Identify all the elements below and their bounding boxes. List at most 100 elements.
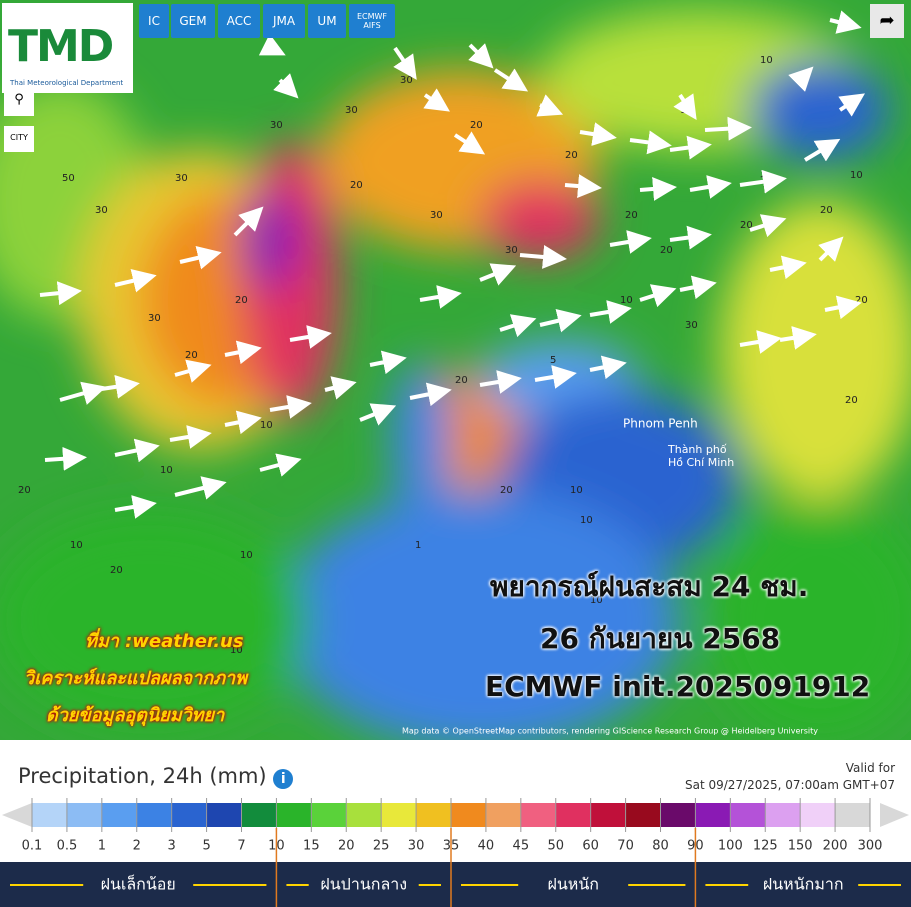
model-button[interactable]: JMA [263, 4, 305, 38]
legend-tick-label: 50 [547, 839, 564, 854]
overlay-title: พยากรณ์ฝนสะสม 24 ชม. [490, 570, 809, 603]
wind-arrow [589, 355, 627, 380]
legend-swatch [66, 803, 103, 827]
wind-arrow [749, 214, 787, 238]
wind-arrow [114, 438, 160, 463]
legend-swatch [416, 803, 452, 827]
legend-swatch [835, 803, 871, 827]
overlay-init: ECMWF init.2025091912 [485, 670, 871, 703]
map-value-label: 5 [550, 355, 556, 366]
model-button[interactable]: ECMWF AIFS [349, 4, 395, 38]
legend-tick-label: 80 [652, 839, 669, 854]
legend-tick-label: 200 [823, 839, 848, 854]
wind-arrow [818, 236, 844, 262]
legend-swatch [206, 803, 242, 827]
model-button[interactable]: UM [308, 4, 346, 38]
wind-arrow [803, 138, 841, 162]
wind-arrow [536, 94, 564, 117]
wind-arrow [114, 495, 157, 519]
wind-arrow [779, 326, 817, 350]
legend-swatch [171, 803, 208, 827]
place-label: Hồ Chí Minh [668, 456, 734, 469]
map-value-label: 20 [455, 375, 468, 386]
map-value-label: 20 [625, 210, 638, 221]
legend-tick-label: 3 [168, 839, 176, 854]
legend-tick-label: 0.1 [22, 839, 43, 854]
legend-swatch [625, 803, 661, 827]
logo-text: TMD [8, 21, 114, 72]
wind-arrow [609, 230, 652, 254]
wind-arrow [273, 73, 299, 99]
category-strip [0, 862, 911, 907]
wind-arrow [679, 275, 717, 300]
share-button[interactable]: ➦ [870, 4, 904, 38]
logo: TMD Thai Meteorological Department [2, 3, 133, 93]
wind-arrow [479, 370, 522, 394]
map-value-label: 20 [110, 565, 123, 576]
wind-arrow [829, 10, 862, 34]
legend-arrow [880, 803, 909, 827]
map-value-label: 20 [235, 295, 248, 306]
wind-arrow [269, 395, 312, 419]
map-value-label: 30 [505, 245, 518, 256]
zoom-button[interactable]: ⚲ [4, 92, 34, 116]
info-icon[interactable]: i [273, 769, 294, 789]
legend-tick-label: 40 [478, 839, 495, 854]
map-value-label: 20 [740, 220, 753, 231]
map-value-label: 20 [470, 120, 483, 131]
source-note: วิเคราะห์และแปลผลจากภาพ [24, 668, 247, 689]
legend-tick-label: 7 [237, 839, 245, 854]
place-label: Thành phố [667, 443, 727, 456]
wind-arrow [519, 245, 567, 269]
valid-time: Sat 09/27/2025, 07:00am GMT+07 [684, 778, 895, 792]
wind-arrow [44, 446, 87, 471]
valid-for: Valid for [845, 761, 895, 775]
map-value-label: 10 [620, 295, 633, 306]
wind-arrow [94, 374, 140, 399]
wind-arrow [479, 263, 517, 286]
wind-arrow [59, 381, 107, 405]
legend-swatch [136, 803, 173, 827]
legend-swatch [32, 803, 68, 827]
map-value-label: 10 [760, 55, 773, 66]
map-value-label: 30 [270, 120, 283, 131]
model-button[interactable]: GEM [171, 4, 215, 38]
wind-arrow [169, 425, 212, 449]
map-value-label: 20 [500, 485, 513, 496]
map-value-label: 30 [345, 105, 358, 116]
wind-arrow [453, 131, 486, 155]
map-value-label: 20 [845, 395, 858, 406]
legend-swatch [555, 803, 592, 827]
wind-arrow [179, 246, 222, 270]
model-button-line: AIFS [363, 21, 381, 30]
map-value-label: 20 [820, 205, 833, 216]
map-value-label: 10 [230, 645, 243, 656]
legend-swatch [800, 803, 836, 827]
overlay-date: 26 กันยายน 2568 [540, 622, 781, 655]
model-button[interactable]: ACC [218, 4, 260, 38]
legend-swatch [451, 803, 487, 827]
map-value-label: 20 [350, 180, 363, 191]
legend-swatch [101, 803, 138, 827]
wind-arrow [258, 33, 286, 56]
wind-arrow [639, 176, 677, 201]
map-value-label: 30 [430, 210, 443, 221]
legend-swatch [730, 803, 766, 827]
wind-arrow [369, 350, 407, 375]
wind-arrow [788, 66, 814, 92]
source-note: ที่มา :weather.us [85, 631, 244, 652]
model-button[interactable]: IC [139, 4, 169, 38]
legend-tick-label: 45 [513, 839, 530, 854]
city-button[interactable]: CITY [4, 126, 34, 152]
map: 50 30 30 30 20 30 20 10 30 30 20 30 20 20 30 20 20 10 10 20… [0, 0, 911, 740]
wind-arrow [534, 365, 577, 389]
legend-title: Precipitation, 24h (mm) i [18, 764, 294, 789]
wind-arrow [468, 43, 494, 69]
map-value-label: 20 [18, 485, 31, 496]
wind-arrow [224, 340, 262, 365]
wind-arrow [579, 122, 617, 146]
map-value-label: 20 [565, 150, 578, 161]
wind-arrow [174, 359, 212, 383]
map-value-label: 10 [570, 485, 583, 496]
